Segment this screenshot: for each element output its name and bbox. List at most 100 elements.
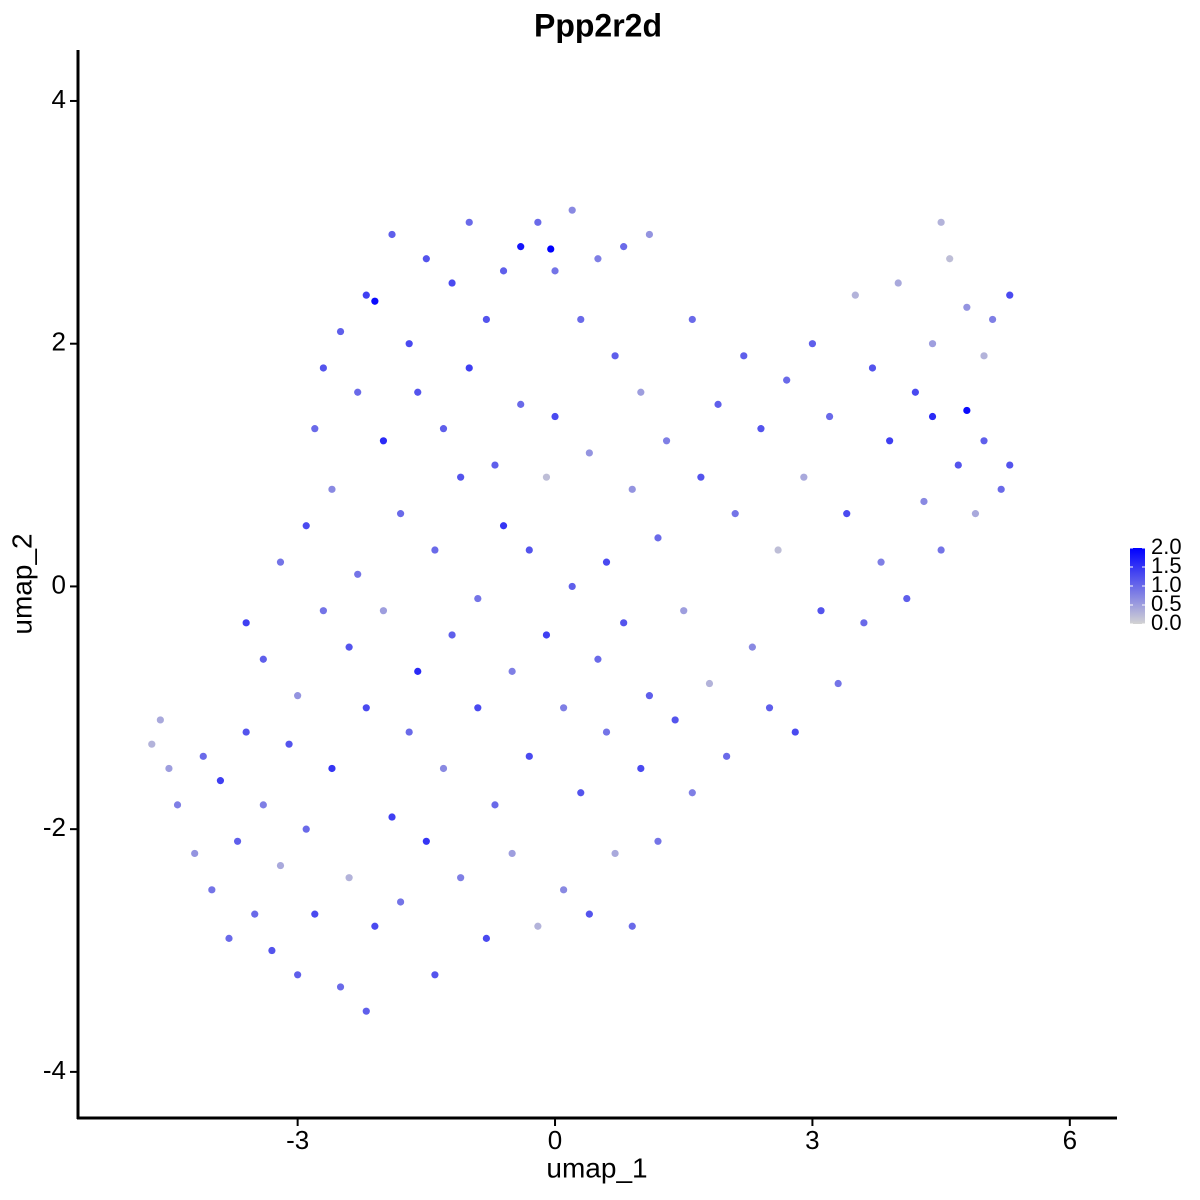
point bbox=[474, 704, 482, 712]
point bbox=[928, 412, 937, 421]
point bbox=[251, 910, 259, 918]
point bbox=[843, 510, 851, 518]
point bbox=[748, 643, 756, 651]
point bbox=[963, 406, 971, 415]
point bbox=[954, 461, 962, 469]
point bbox=[551, 412, 559, 421]
point bbox=[688, 789, 696, 797]
y-tick-label: 4 bbox=[52, 84, 66, 114]
point bbox=[980, 352, 988, 360]
colorbar-tick-label: 0.0 bbox=[1151, 610, 1182, 635]
point bbox=[491, 461, 499, 469]
point bbox=[997, 485, 1005, 493]
point bbox=[328, 485, 336, 493]
point bbox=[371, 297, 379, 305]
point bbox=[457, 874, 465, 882]
point bbox=[388, 813, 396, 821]
point bbox=[740, 352, 748, 360]
point bbox=[817, 607, 825, 615]
point bbox=[868, 364, 877, 372]
point bbox=[1006, 461, 1014, 469]
point bbox=[491, 801, 499, 809]
point bbox=[233, 837, 242, 845]
point bbox=[405, 340, 413, 348]
point bbox=[362, 704, 370, 712]
point bbox=[362, 291, 370, 299]
point bbox=[585, 910, 593, 918]
point bbox=[379, 437, 388, 445]
point bbox=[148, 740, 156, 748]
point bbox=[680, 607, 688, 615]
colorbar bbox=[1130, 548, 1145, 624]
point bbox=[568, 582, 576, 591]
x-tick-label: -3 bbox=[286, 1125, 309, 1155]
point bbox=[903, 594, 911, 603]
point bbox=[937, 546, 945, 554]
point bbox=[542, 473, 551, 481]
point bbox=[800, 473, 808, 481]
y-tick-label: -4 bbox=[43, 1055, 66, 1085]
point bbox=[534, 218, 542, 226]
point bbox=[371, 922, 379, 930]
point bbox=[894, 279, 902, 287]
point bbox=[422, 255, 430, 263]
colorbar-tick-label: 0.5 bbox=[1151, 591, 1182, 616]
point bbox=[414, 667, 422, 675]
point bbox=[354, 570, 362, 578]
colorbar-tick-label: 2.0 bbox=[1151, 534, 1182, 559]
point bbox=[276, 861, 285, 870]
point bbox=[928, 340, 937, 348]
point bbox=[173, 801, 182, 809]
point bbox=[547, 245, 555, 253]
x-axis-label: umap_1 bbox=[546, 1152, 647, 1183]
point bbox=[620, 243, 628, 251]
point bbox=[336, 327, 345, 336]
point bbox=[414, 388, 422, 396]
point bbox=[422, 837, 430, 845]
chart-title: Ppp2r2d bbox=[534, 7, 662, 43]
point bbox=[594, 655, 602, 663]
colorbar-tick-label: 1.5 bbox=[1151, 553, 1182, 578]
point bbox=[602, 558, 611, 566]
point bbox=[920, 497, 928, 506]
point bbox=[388, 230, 396, 239]
point bbox=[156, 716, 164, 724]
colorbar-tick-label: 1.0 bbox=[1151, 572, 1182, 597]
point bbox=[946, 255, 954, 263]
point bbox=[834, 679, 842, 688]
point bbox=[242, 619, 250, 627]
point bbox=[439, 425, 448, 433]
point bbox=[525, 752, 533, 760]
point bbox=[465, 364, 473, 372]
point bbox=[568, 206, 576, 214]
point bbox=[268, 946, 276, 955]
point bbox=[602, 728, 611, 736]
x-tick-label: 6 bbox=[1063, 1125, 1077, 1155]
point bbox=[225, 934, 233, 942]
point bbox=[911, 388, 919, 396]
point bbox=[499, 267, 508, 275]
point bbox=[628, 922, 636, 930]
point bbox=[808, 340, 817, 348]
point bbox=[482, 315, 490, 324]
point bbox=[937, 218, 945, 226]
y-tick-label: -2 bbox=[43, 812, 66, 842]
point bbox=[560, 704, 568, 712]
point bbox=[825, 412, 834, 421]
point bbox=[216, 777, 225, 785]
point bbox=[294, 971, 302, 979]
point bbox=[697, 473, 705, 481]
point bbox=[302, 522, 310, 530]
y-tick-label: 2 bbox=[52, 327, 66, 357]
point bbox=[328, 764, 336, 773]
point bbox=[508, 849, 516, 858]
point bbox=[637, 388, 645, 396]
point bbox=[285, 740, 293, 748]
point bbox=[242, 728, 250, 736]
point bbox=[611, 849, 619, 858]
point bbox=[577, 315, 585, 324]
point bbox=[765, 704, 774, 712]
point bbox=[465, 218, 473, 226]
point bbox=[774, 546, 782, 554]
